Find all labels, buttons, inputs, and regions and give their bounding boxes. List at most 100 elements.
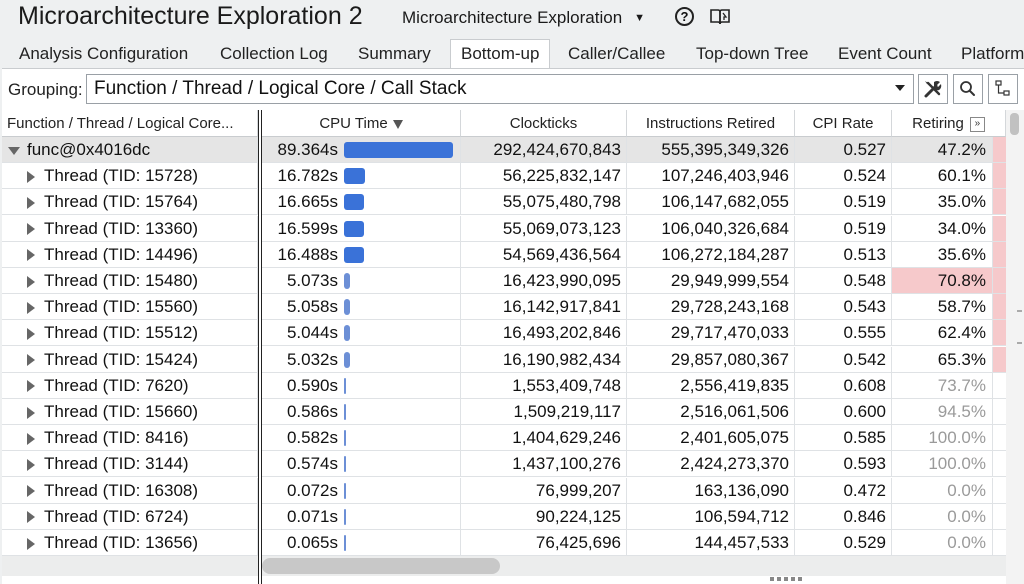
title-bar: Microarchitecture Exploration 2 Microarc… [0, 0, 1024, 38]
expand-icon[interactable] [27, 301, 35, 314]
function-name: Thread (TID: 15560) [44, 297, 199, 317]
table-row[interactable]: Thread (TID: 15424) 5.032s 16,190,982,434 2… [2, 346, 1006, 373]
tab-analysis-configuration[interactable]: Analysis Configuration [19, 44, 189, 63]
instructions-retired-cell: 106,040,326,684 [627, 215, 795, 241]
tab-platform[interactable]: Platform [961, 44, 1024, 63]
view-tabs: Analysis Configuration Collection Log Su… [0, 38, 1024, 70]
next-column-edge [993, 399, 1006, 424]
expand-icon[interactable] [27, 432, 35, 445]
expand-icon[interactable] [27, 485, 35, 498]
table-row[interactable]: Thread (TID: 3144) 0.574s 1,437,100,276 2,4… [2, 451, 1006, 478]
collapse-icon[interactable] [8, 146, 20, 155]
retiring-cell: 35.0% [892, 189, 993, 215]
cpu-time-value: 16.782s [277, 166, 339, 186]
expand-icon[interactable] [27, 380, 35, 393]
help-icon[interactable]: ? [675, 7, 694, 26]
function-name: Thread (TID: 7620) [44, 375, 189, 395]
clockticks-cell: 16,190,982,434 [461, 346, 627, 372]
sort-descending-icon [392, 119, 403, 129]
expand-icon[interactable] [27, 511, 35, 524]
grouping-dropdown[interactable]: Function / Thread / Logical Core / Call … [86, 74, 914, 104]
tab-top-down-tree[interactable]: Top-down Tree [696, 44, 809, 63]
grouping-toolbar: Grouping: Function / Thread / Logical Co… [2, 69, 1024, 109]
tab-caller-callee[interactable]: Caller/Callee [568, 44, 666, 63]
expand-icon[interactable] [27, 458, 35, 471]
clockticks-cell: 1,553,409,748 [461, 372, 627, 398]
table-row[interactable]: Thread (TID: 14496) 16.488s 54,569,436,564… [2, 241, 1006, 268]
cpu-time-value: 89.364s [277, 140, 339, 159]
tab-collection-log[interactable]: Collection Log [220, 44, 328, 63]
cpi-rate-cell: 0.548 [795, 268, 892, 293]
expand-icon[interactable] [27, 537, 35, 550]
table-row[interactable]: Thread (TID: 15560) 5.058s 16,142,917,841 2… [2, 294, 1006, 321]
table-row[interactable]: Thread (TID: 16308) 0.072s 76,999,207 163,1… [2, 477, 1006, 504]
expand-icon[interactable] [27, 170, 35, 183]
retiring-cell: 0.0% [892, 503, 993, 529]
column-header-clockticks[interactable]: Clockticks [461, 110, 627, 137]
instructions-retired-cell: 29,717,470,033 [627, 320, 795, 346]
table-row[interactable]: func@0x4016dc 89.364s 292,424,670,843 555,3… [2, 137, 1006, 163]
table-row[interactable]: Thread (TID: 13360) 16.599s 55,069,073,123… [2, 215, 1006, 242]
cpu-time-cell: 0.582s [262, 425, 461, 451]
cpu-time-bar [344, 508, 346, 525]
expand-icon[interactable] [27, 354, 35, 367]
customize-grouping-button[interactable] [918, 74, 948, 104]
column-header-retiring[interactable]: Retiring » [892, 110, 1006, 137]
tab-bottom-up[interactable]: Bottom-up [450, 39, 551, 69]
table-row[interactable]: Thread (TID: 15764) 16.665s 55,075,480,798… [2, 189, 1006, 216]
table-row[interactable]: Thread (TID: 15512) 5.044s 16,493,202,846 2… [2, 320, 1006, 347]
cpu-time-bar [344, 246, 365, 263]
grouping-value: Function / Thread / Logical Core / Call … [94, 78, 467, 99]
function-cell: Thread (TID: 15424) [2, 346, 258, 372]
search-button[interactable] [953, 74, 983, 104]
expand-columns-icon[interactable]: » [969, 116, 985, 132]
cpu-time-cell: 89.364s [262, 137, 461, 162]
analysis-type-dropdown[interactable]: Microarchitecture Exploration ▼ [402, 7, 645, 29]
column-header-cpu-time[interactable]: CPU Time [262, 110, 461, 137]
retiring-cell: 60.1% [892, 163, 993, 189]
table-row[interactable]: Thread (TID: 7620) 0.590s 1,553,409,748 2,5… [2, 372, 1006, 399]
expand-icon[interactable] [27, 406, 35, 419]
search-icon [960, 81, 975, 96]
documentation-icon[interactable] [709, 7, 731, 27]
next-column-edge [993, 373, 1006, 398]
horizontal-scrollbar-thumb[interactable] [262, 558, 500, 574]
cpi-rate-cell: 0.529 [795, 530, 892, 555]
function-cell: Thread (TID: 13656) [2, 530, 258, 555]
column-header-function[interactable]: Function / Thread / Logical Core... [2, 110, 258, 137]
call-stack-mode-button[interactable] [988, 74, 1018, 104]
cpu-time-cell: 5.032s [262, 346, 461, 372]
column-splitter[interactable] [258, 110, 262, 584]
table-row[interactable]: Thread (TID: 15728) 16.782s 56,225,832,147… [2, 163, 1006, 190]
table-row[interactable]: Thread (TID: 13656) 0.065s 76,425,696 144,4… [2, 530, 1006, 556]
function-name: Thread (TID: 3144) [44, 454, 189, 474]
pane-resize-grip[interactable] [1017, 310, 1022, 344]
vertical-scrollbar[interactable] [1006, 110, 1024, 584]
instructions-retired-cell: 29,857,080,367 [627, 346, 795, 372]
bottom-resize-grip[interactable] [770, 577, 804, 581]
expand-icon[interactable] [27, 275, 35, 288]
table-row[interactable]: Thread (TID: 8416) 0.582s 1,404,629,246 2,4… [2, 425, 1006, 452]
tab-event-count[interactable]: Event Count [838, 44, 932, 63]
expand-icon[interactable] [27, 196, 35, 209]
expand-icon[interactable] [27, 327, 35, 340]
table-row[interactable]: Thread (TID: 15660) 0.586s 1,509,219,117 2,… [2, 399, 1006, 425]
cpu-time-value: 5.032s [286, 349, 338, 369]
expand-icon[interactable] [27, 223, 35, 236]
expand-icon[interactable] [27, 249, 35, 262]
cpu-time-cell: 0.071s [262, 503, 461, 529]
column-header-cpi-rate[interactable]: CPI Rate [795, 110, 892, 137]
hierarchy-icon [995, 80, 1010, 96]
cpi-rate-cell: 0.519 [795, 215, 892, 241]
table-row[interactable]: Thread (TID: 15480) 5.073s 16,423,990,095 2… [2, 268, 1006, 294]
next-column-edge [993, 346, 1006, 372]
horizontal-scrollbar[interactable] [2, 556, 1006, 576]
vertical-scrollbar-thumb[interactable] [1010, 113, 1019, 135]
table-row[interactable]: Thread (TID: 6724) 0.071s 90,224,125 106,59… [2, 503, 1006, 530]
instructions-retired-cell: 163,136,090 [627, 477, 795, 503]
tab-summary[interactable]: Summary [358, 44, 431, 63]
cpu-time-bar [344, 142, 453, 158]
clockticks-cell: 90,224,125 [461, 503, 627, 529]
column-header-instructions-retired[interactable]: Instructions Retired [627, 110, 795, 137]
cpu-time-cell: 16.665s [262, 189, 461, 215]
